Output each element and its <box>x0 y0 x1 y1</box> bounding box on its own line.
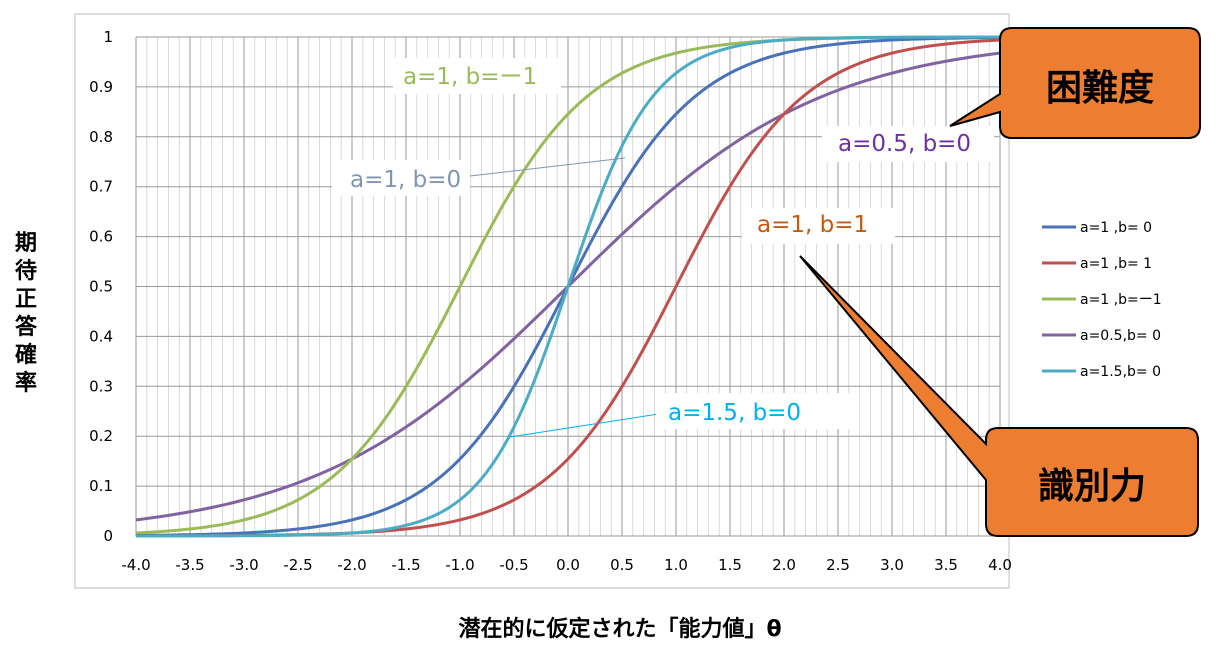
annotation-a15-b0: a=1.5, b=0 <box>668 400 801 426</box>
x-tick-label: -2.0 <box>337 556 366 574</box>
annotation-a1-b0: a=1, b=0 <box>350 167 461 193</box>
callout-discrimination-bubble <box>799 255 1199 537</box>
y-tick-label: 0.2 <box>89 427 113 445</box>
y-axis-title-char: 確 <box>15 342 37 368</box>
chart-area-border <box>74 13 1010 589</box>
callout-discrimination-text: 識別力 <box>1038 466 1146 507</box>
legend-label: a=1 ,b= 1 <box>1080 256 1152 272</box>
x-tick-label: 1.5 <box>718 556 742 574</box>
annotation-a05-b0: a=0.5, b=0 <box>838 131 971 157</box>
y-axis-title-char: 答 <box>15 314 38 340</box>
callout-difficulty-text: 困難度 <box>1046 68 1154 109</box>
y-tick-label: 0.8 <box>89 128 113 146</box>
y-axis-title-char: 率 <box>15 370 37 396</box>
y-tick-label: 0.9 <box>89 78 113 96</box>
x-tick-label: -1.0 <box>445 556 474 574</box>
legend: a=1 ,b= 0 a=1 ,b= 1 a=1 ,b=ー1 a=0.5,b= 0 a=1… <box>1042 220 1162 380</box>
y-tick-label: 0.1 <box>89 477 113 495</box>
y-tick-label: 1 <box>103 28 113 46</box>
grid <box>135 36 1001 537</box>
x-tick-label: 2.5 <box>826 556 850 574</box>
y-axis-title-char: 正 <box>15 287 37 312</box>
anno-bg <box>656 393 852 429</box>
x-axis-title: 潜在的に仮定された「能力値」θ <box>458 616 781 642</box>
y-tick-label: 0.7 <box>89 178 113 196</box>
anno-bg <box>332 160 470 196</box>
x-tick-label: -3.0 <box>229 556 258 574</box>
annotation-a1-bm1: a=1, b=ー1 <box>403 64 537 90</box>
anno-bg <box>393 58 561 94</box>
legend-label: a=1 ,b=ー1 <box>1080 292 1162 308</box>
legend-label: a=0.5,b= 0 <box>1080 328 1161 344</box>
y-tick-label: 0.6 <box>89 228 113 246</box>
y-tick-label: 0.5 <box>89 278 113 296</box>
x-tick-label: 2.0 <box>772 556 796 574</box>
y-axis-title-char: 期 <box>15 231 37 256</box>
x-tick-label: -3.5 <box>175 556 204 574</box>
y-axis-title-char: 待 <box>15 258 37 284</box>
y-tick-label: 0 <box>103 527 113 545</box>
callout-difficulty-bubble <box>949 27 1201 139</box>
x-tick-label: 1.0 <box>664 556 688 574</box>
anno-bg <box>742 208 895 244</box>
series-line <box>136 35 1000 538</box>
anno-bg <box>822 126 994 162</box>
y-tick-label: 0.3 <box>89 377 113 395</box>
x-tick-label: 3.5 <box>934 556 958 574</box>
x-tick-label: -4.0 <box>121 556 150 574</box>
x-tick-label: 0.0 <box>556 556 580 574</box>
legend-label: a=1 ,b= 0 <box>1080 220 1152 236</box>
x-tick-label: -2.5 <box>283 556 312 574</box>
annotation-a1-b1: a=1, b=1 <box>757 212 868 238</box>
x-axis-ticks: -4.0 -3.5 -3.0 -2.5 -2.0 -1.5 -1.0 -0.5 0.0 0.5 1.… <box>121 556 1012 574</box>
x-tick-label: -1.5 <box>391 556 420 574</box>
legend-label: a=1.5,b= 0 <box>1080 364 1161 380</box>
x-tick-label: 0.5 <box>610 556 634 574</box>
x-tick-label: 3.0 <box>880 556 904 574</box>
y-axis-ticks: 0 0.1 0.2 0.3 0.4 0.5 0.6 0.7 0.8 0.9 1 <box>89 28 113 545</box>
x-tick-label: -0.5 <box>499 556 528 574</box>
x-tick-label: 4.0 <box>988 556 1012 574</box>
y-tick-label: 0.4 <box>89 327 113 345</box>
leader-a15-b0 <box>509 412 666 438</box>
series-lines <box>135 35 1001 538</box>
leader-a1-b0 <box>469 157 626 177</box>
